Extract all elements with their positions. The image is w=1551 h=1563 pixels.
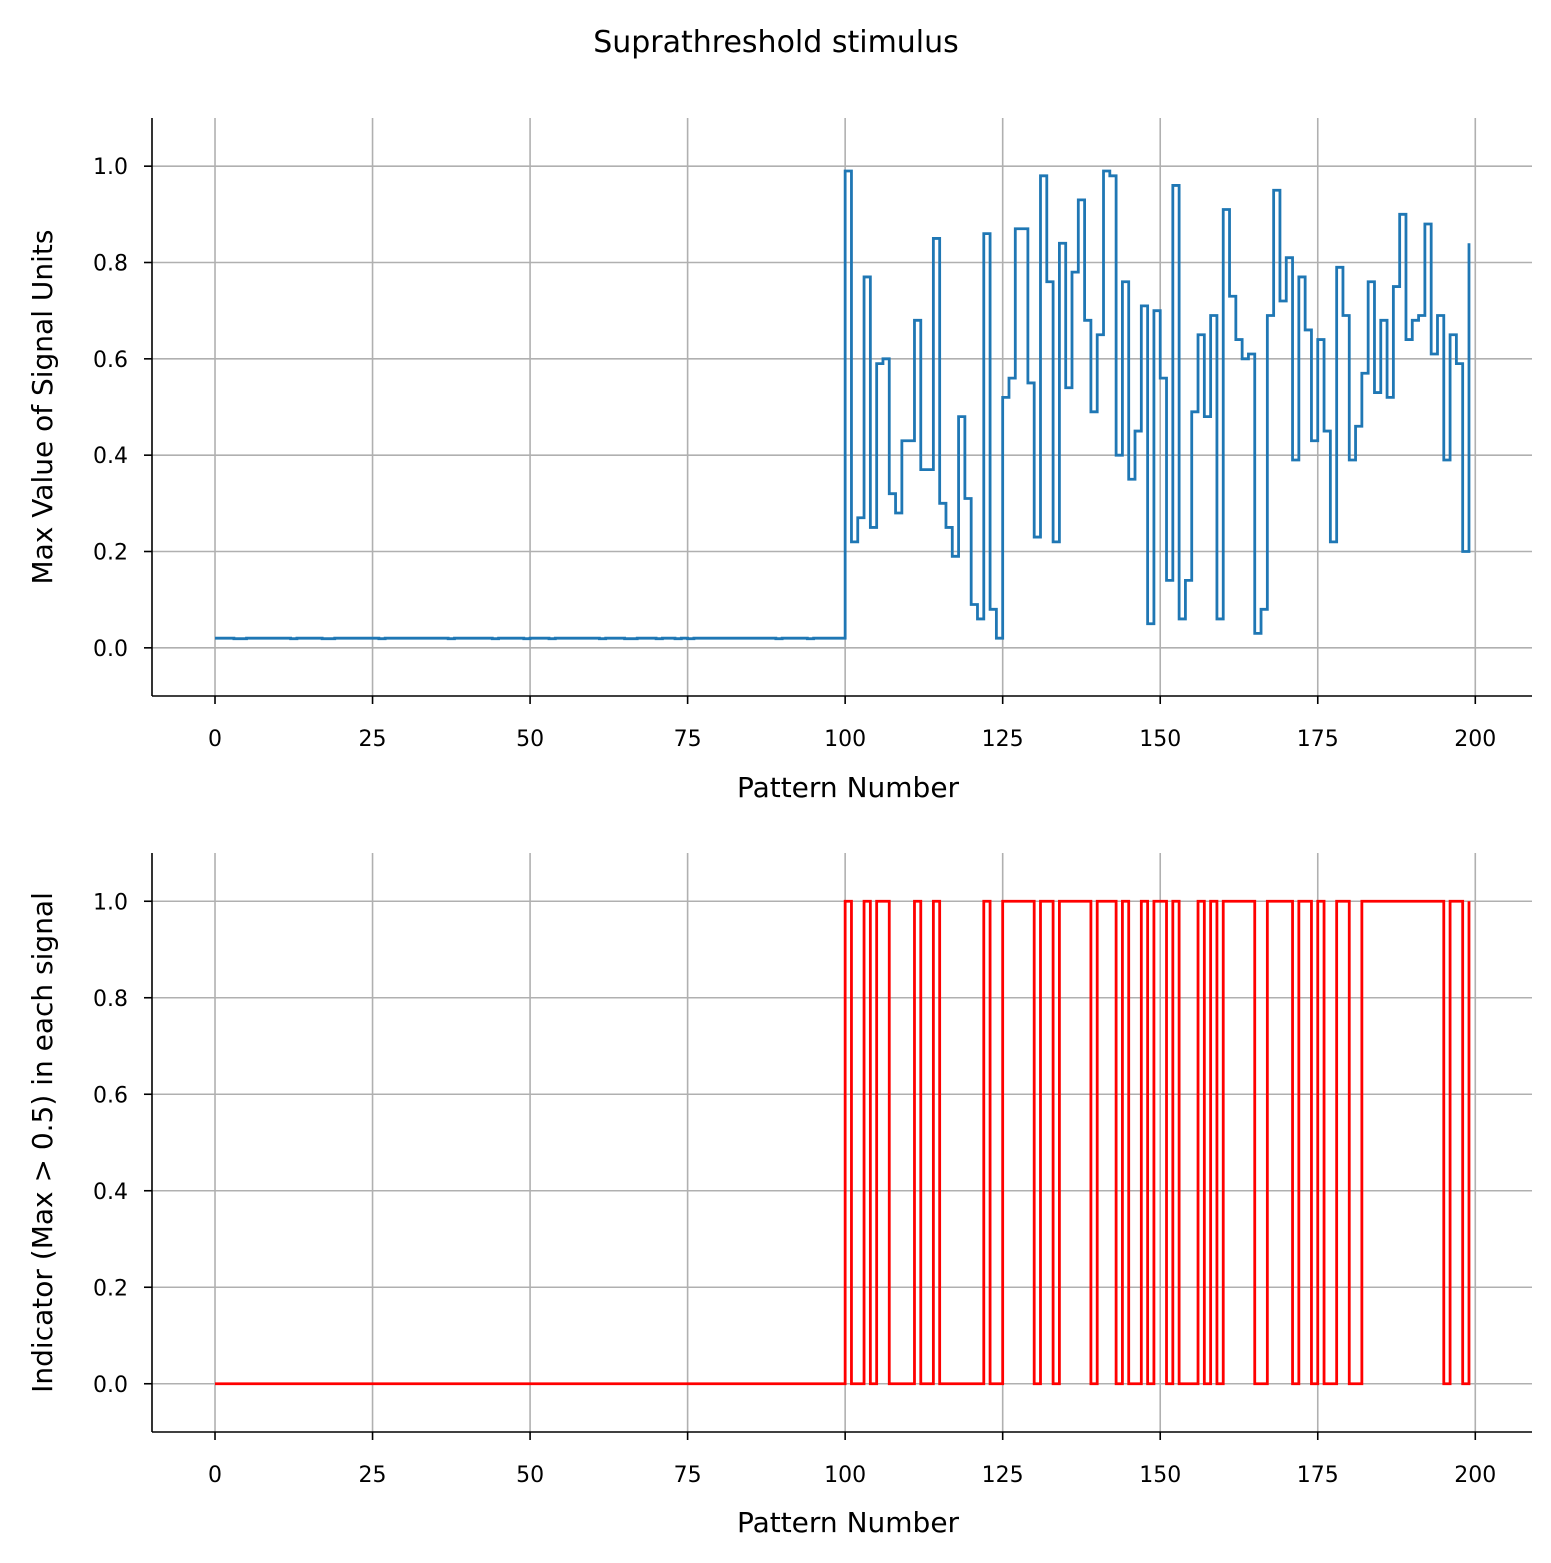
y-tick-label: 0.6 — [93, 348, 128, 373]
y-tick-label: 0.2 — [93, 1276, 128, 1301]
x-tick-label: 100 — [824, 1463, 866, 1488]
x-tick-label: 100 — [824, 727, 866, 752]
x-tick-label: 75 — [674, 1463, 702, 1488]
y-axis-label: Max Value of Signal Units — [26, 230, 59, 585]
y-tick-label: 1.0 — [93, 155, 128, 180]
x-tick-label: 150 — [1139, 1463, 1181, 1488]
y-tick-label: 0.6 — [93, 1083, 128, 1108]
top-panel-signal-max: 0 25 50 75 100 125 150 175 200 0.0 0.2 0.4 0.6 0.8 1.0… — [26, 118, 1532, 804]
y-tick-label: 0.0 — [93, 1373, 128, 1398]
series-line — [215, 899, 1471, 1386]
x-tick-label: 125 — [982, 1463, 1024, 1488]
x-tick-label: 175 — [1297, 1463, 1339, 1488]
figure-title: Suprathreshold stimulus — [593, 25, 959, 60]
x-tick-label: 75 — [674, 727, 702, 752]
x-tick-label: 0 — [208, 727, 222, 752]
y-tick-label: 0.8 — [93, 252, 128, 277]
y-tick-label: 0.4 — [93, 1180, 128, 1205]
x-tick-label: 200 — [1454, 1463, 1496, 1488]
x-tick-label: 125 — [982, 727, 1024, 752]
x-tick-label: 25 — [359, 1463, 387, 1488]
bottom-panel-indicator: 0 25 50 75 100 125 150 175 200 0.0 0.2 0.4 0.6 0.8 1.0… — [26, 853, 1532, 1539]
series-line — [215, 169, 1471, 641]
x-axis-label: Pattern Number — [737, 1506, 960, 1539]
x-tick-label: 50 — [516, 727, 544, 752]
x-tick-label: 150 — [1139, 727, 1181, 752]
y-tick-label: 0.8 — [93, 987, 128, 1012]
x-tick-label: 50 — [516, 1463, 544, 1488]
y-axis-label: Indicator (Max > 0.5) in each signal — [26, 892, 59, 1393]
y-tick-label: 0.4 — [93, 444, 128, 469]
x-tick-label: 200 — [1454, 727, 1496, 752]
x-tick-label: 175 — [1297, 727, 1339, 752]
y-tick-label: 1.0 — [93, 890, 128, 915]
x-axis-label: Pattern Number — [737, 771, 960, 804]
y-tick-label: 0.0 — [93, 637, 128, 662]
y-tick-label: 0.2 — [93, 541, 128, 566]
x-tick-label: 25 — [359, 727, 387, 752]
x-tick-label: 0 — [208, 1463, 222, 1488]
